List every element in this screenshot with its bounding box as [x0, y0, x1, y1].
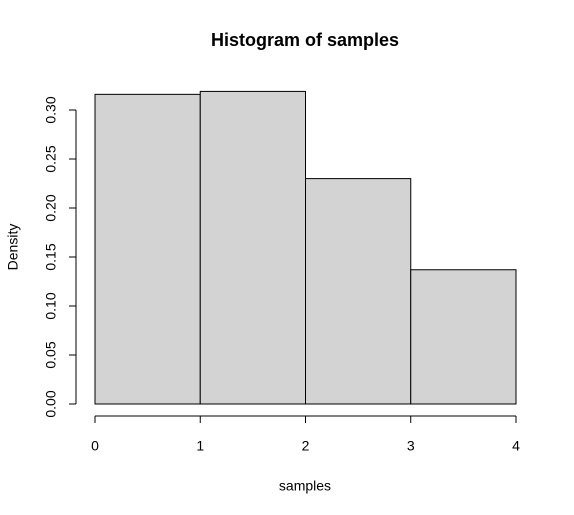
y-tick-label: 0.15 [43, 243, 59, 270]
x-tick-label: 4 [512, 438, 520, 454]
bar [305, 178, 412, 405]
y-tick-label: 0.10 [43, 292, 59, 319]
y-tick-label: 0.30 [43, 96, 59, 123]
bar [199, 90, 306, 405]
chart-title: Histogram of samples [211, 30, 399, 50]
y-axis-label: Density [5, 224, 21, 271]
y-tick-label: 0.20 [43, 194, 59, 221]
x-tick-label: 0 [91, 438, 99, 454]
y-tick-label: 0.00 [43, 390, 59, 417]
x-tick-label: 2 [302, 438, 310, 454]
x-tick-label: 3 [407, 438, 415, 454]
x-tick-label: 1 [196, 438, 204, 454]
y-tick-label: 0.25 [43, 145, 59, 172]
bar [410, 269, 517, 405]
bar [94, 93, 201, 405]
y-tick-label: 0.05 [43, 341, 59, 368]
x-axis-label: samples [279, 478, 331, 494]
